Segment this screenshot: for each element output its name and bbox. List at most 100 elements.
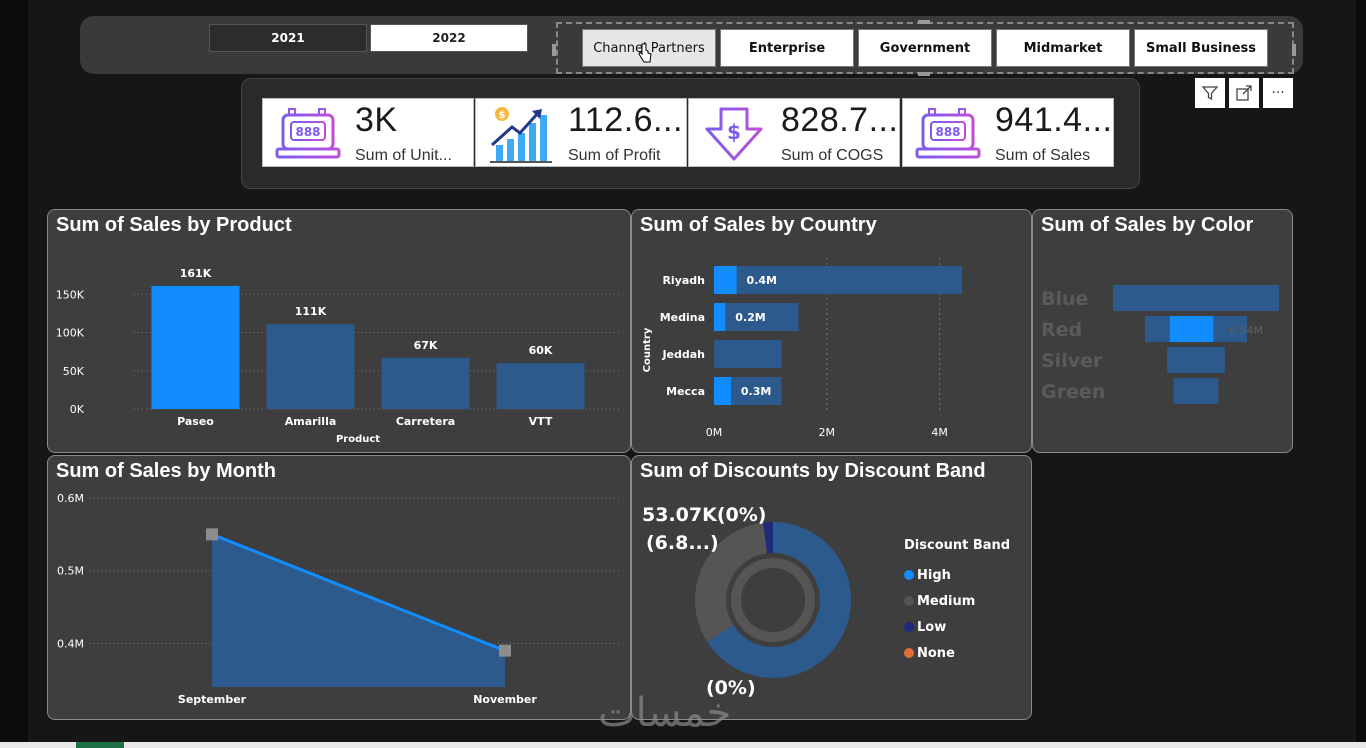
panel-discounts-by-band[interactable]: Sum of Discounts by Discount Band 53.07K… bbox=[631, 455, 1032, 720]
data-label: 0.34M bbox=[1229, 324, 1263, 337]
kpi-card-cogs: $ 828.7... Sum of COGS bbox=[688, 98, 900, 167]
x-tick-label: 0M bbox=[706, 426, 723, 439]
data-label: 111K bbox=[295, 305, 327, 318]
y-tick-label: 0K bbox=[70, 403, 85, 416]
annotation-label: 53.07K(0%) bbox=[642, 504, 766, 526]
data-label: 67K bbox=[414, 339, 438, 352]
x-tick-label: 2M bbox=[819, 426, 836, 439]
bar-total-riyadh bbox=[714, 266, 963, 294]
y-tick-label: Jeddah bbox=[661, 348, 705, 361]
left-edge bbox=[0, 0, 28, 748]
data-label: 0.2M bbox=[735, 311, 765, 324]
kpi-card-units: 888 3K Sum of Unit... bbox=[262, 98, 474, 167]
bar-selected-riyadh bbox=[714, 266, 737, 294]
resize-handle-left[interactable] bbox=[552, 44, 556, 56]
bar-total-medina bbox=[714, 303, 799, 331]
y-tick-label: 100K bbox=[56, 327, 85, 340]
bar-carretera bbox=[381, 357, 470, 409]
y-tick-label: Mecca bbox=[666, 385, 705, 398]
chart-title: Sum of Sales by Color bbox=[1041, 214, 1254, 236]
focus-mode-button[interactable] bbox=[1229, 78, 1259, 108]
data-point-marker bbox=[499, 644, 511, 657]
segment-small-business[interactable]: Small Business bbox=[1134, 29, 1268, 67]
y-tick-label: 0.5M bbox=[57, 565, 84, 578]
panel-sales-by-product[interactable]: Sum of Sales by Product 0K 50K 100K 150K 161… bbox=[47, 209, 631, 453]
x-tick-label: November bbox=[473, 693, 537, 706]
kpi-label: Sum of COGS bbox=[781, 147, 884, 164]
y-tick-label: Riyadh bbox=[662, 274, 705, 287]
segment-government[interactable]: Government bbox=[858, 29, 992, 67]
y-tick-label: 50K bbox=[63, 365, 85, 378]
growth-chart-icon: $ bbox=[490, 107, 552, 163]
legend-dot bbox=[904, 570, 914, 580]
x-tick-label: September bbox=[178, 693, 247, 706]
more-options-icon: ··· bbox=[1271, 85, 1285, 101]
funnel-bar-silver bbox=[1167, 347, 1225, 373]
legend-label: Low bbox=[917, 619, 947, 635]
more-options-button[interactable]: ··· bbox=[1263, 78, 1293, 108]
watermark-logo: خمسات bbox=[598, 690, 732, 736]
bar-vtt bbox=[496, 363, 585, 409]
x-tick-label: Paseo bbox=[177, 415, 214, 428]
kpi-card-sales: 888 941.4... Sum of Sales bbox=[902, 98, 1114, 167]
data-label: 60K bbox=[529, 344, 553, 357]
bottom-strip bbox=[0, 742, 1366, 748]
legend-item-medium[interactable]: Medium bbox=[904, 588, 1010, 614]
bar-amarilla bbox=[266, 324, 355, 409]
chart-title: Sum of Sales by Product bbox=[56, 214, 292, 236]
year-button-2021[interactable]: 2021 bbox=[209, 24, 367, 52]
legend-title: Discount Band bbox=[904, 538, 1011, 553]
dollar-down-arrow-icon: $ bbox=[705, 107, 763, 161]
product-bar-chart: 0K 50K 100K 150K 161K Paseo 111K Amarilla 67K Car… bbox=[56, 267, 620, 445]
inner-ring-medium bbox=[730, 558, 815, 642]
resize-handle-bottom[interactable] bbox=[918, 72, 930, 76]
discount-donut-chart: 53.07K(0%) (6.8...) (0%) bbox=[642, 504, 851, 699]
hand-cursor-icon bbox=[638, 43, 652, 63]
svg-text:888: 888 bbox=[935, 125, 960, 139]
x-tick-label: Amarilla bbox=[285, 415, 337, 428]
legend-item-none[interactable]: None bbox=[904, 640, 1010, 666]
kpi-label: Sum of Sales bbox=[995, 147, 1091, 164]
series-line bbox=[211, 532, 506, 653]
resize-handle-top[interactable] bbox=[918, 20, 930, 24]
cash-register-icon: 888 bbox=[915, 108, 981, 159]
resize-handle-right[interactable] bbox=[1292, 44, 1296, 56]
legend-label: None bbox=[917, 645, 955, 661]
data-point-marker bbox=[206, 528, 218, 541]
legend-label: High bbox=[917, 567, 951, 583]
color-funnel-chart: Blue Red 0.34M Silver Green bbox=[1041, 285, 1279, 404]
kpi-label: Sum of Unit... bbox=[355, 147, 452, 164]
x-tick-label: 4M bbox=[931, 426, 948, 439]
bottom-tab[interactable] bbox=[76, 742, 124, 748]
legend-label: Medium bbox=[917, 593, 976, 609]
legend-dot bbox=[904, 622, 914, 632]
x-tick-label: Carretera bbox=[396, 415, 455, 428]
country-bar-chart: 0M 2M 4M Riyadh 0.4M Medina 0.2M Jeddah Mecca 0.3… bbox=[642, 258, 963, 439]
category-label: Silver bbox=[1041, 350, 1103, 372]
svg-text:888: 888 bbox=[295, 125, 320, 139]
x-tick-label: VTT bbox=[529, 415, 553, 428]
category-label: Green bbox=[1041, 381, 1105, 403]
data-label: 161K bbox=[180, 267, 212, 280]
kpi-card-profit: $ 112.6... Sum of Profit bbox=[475, 98, 687, 167]
funnel-selected-red bbox=[1169, 316, 1214, 342]
category-label: Red bbox=[1041, 319, 1082, 341]
panel-sales-by-month[interactable]: Sum of Sales by Month 0.4M 0.5M 0.6M Septem… bbox=[47, 455, 631, 720]
y-tick-label: 0.4M bbox=[57, 637, 84, 650]
legend-item-low[interactable]: Low bbox=[904, 614, 1010, 640]
area-fill bbox=[212, 534, 505, 687]
filter-button[interactable] bbox=[1195, 78, 1225, 108]
legend-item-high[interactable]: High bbox=[904, 562, 1010, 588]
panel-sales-by-country[interactable]: Sum of Sales by Country 0M 2M 4M Riyadh 0.4M… bbox=[631, 209, 1032, 453]
segment-enterprise[interactable]: Enterprise bbox=[720, 29, 854, 67]
bar-selected-medina bbox=[714, 303, 726, 331]
year-button-2022[interactable]: 2022 bbox=[370, 24, 528, 52]
kpi-value: 941.4... bbox=[995, 101, 1113, 139]
chart-title: Sum of Sales by Country bbox=[640, 214, 877, 236]
segment-midmarket[interactable]: Midmarket bbox=[996, 29, 1130, 67]
donut-slice-low bbox=[763, 522, 773, 554]
svg-text:$: $ bbox=[727, 120, 741, 144]
panel-sales-by-color[interactable]: Sum of Sales by Color Blue Red 0.34M Silver… bbox=[1032, 209, 1293, 453]
kpi-label: Sum of Profit bbox=[568, 147, 661, 164]
cash-register-icon: 888 bbox=[275, 108, 341, 159]
